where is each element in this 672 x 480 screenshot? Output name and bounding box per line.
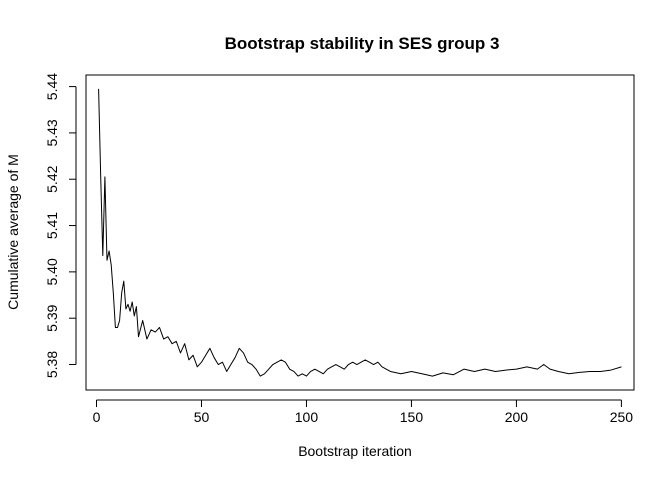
y-tick-label: 5.38: [44, 351, 60, 378]
chart-title: Bootstrap stability in SES group 3: [225, 34, 500, 53]
y-axis: 5.38 5.39 5.40 5.41 5.42 5.43 5.44: [44, 73, 77, 378]
x-tick-label: 50: [194, 409, 210, 425]
y-tick-label: 5.41: [44, 212, 60, 239]
x-tick-label: 150: [400, 409, 424, 425]
x-axis-label: Bootstrap iteration: [298, 443, 412, 459]
y-axis-label: Cumulative average of M: [5, 154, 21, 310]
series-line-1: [98, 88, 622, 377]
y-tick-label: 5.43: [44, 119, 60, 146]
x-tick-label: 200: [505, 409, 529, 425]
x-tick-label: 100: [295, 409, 319, 425]
y-tick-label: 5.40: [44, 258, 60, 285]
x-tick-label: 0: [93, 409, 101, 425]
y-tick-label: 5.39: [44, 304, 60, 331]
series-group: [98, 88, 622, 377]
y-tick-label: 5.44: [44, 73, 60, 100]
x-axis: 0 50 100 150 200 250: [93, 399, 634, 425]
y-tick-label: 5.42: [44, 165, 60, 192]
x-tick-label: 250: [610, 409, 634, 425]
plot-frame: [85, 74, 635, 391]
